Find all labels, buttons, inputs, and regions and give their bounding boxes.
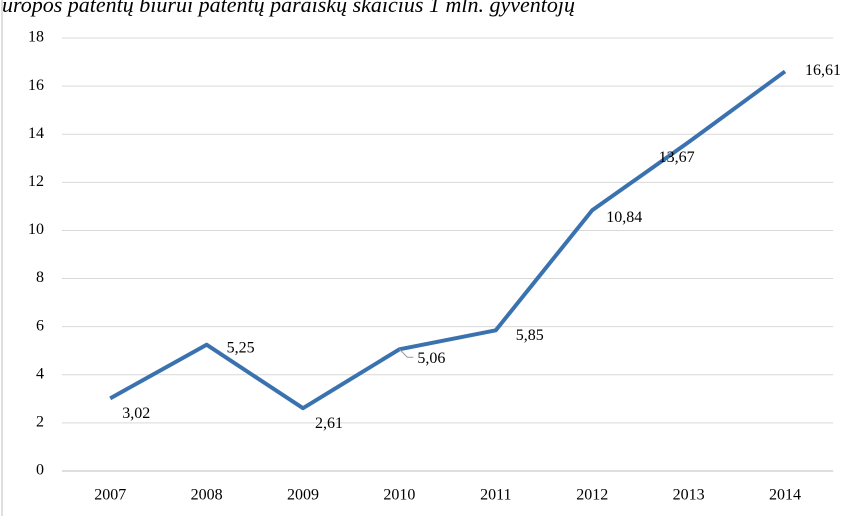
line-series: [109, 69, 787, 411]
y-tick-label: 12: [28, 173, 44, 190]
y-tick-label: 8: [36, 269, 44, 286]
data-label: 5,85: [516, 327, 544, 344]
y-tick-label: 16: [28, 77, 44, 94]
y-tick-label: 14: [28, 125, 44, 142]
x-tick-label: 2011: [480, 487, 511, 504]
leader-line: [399, 348, 414, 358]
x-tick-label: 2012: [576, 487, 608, 504]
x-tick-label: 2014: [769, 487, 801, 504]
data-label: 5,25: [227, 339, 255, 356]
y-tick-label: 2: [36, 414, 44, 431]
y-tick-label: 6: [36, 317, 44, 334]
chart-title: uropos patentų biurui patentų paraiškų s…: [2, 0, 575, 17]
y-tick-label: 18: [28, 29, 44, 46]
y-tick-label: 10: [28, 221, 44, 238]
x-tick-label: 2007: [94, 487, 126, 504]
x-tick-label: 2013: [673, 487, 705, 504]
data-label: 5,06: [417, 350, 445, 367]
data-label: 13,67: [659, 149, 695, 166]
data-label: 2,61: [315, 415, 343, 432]
x-tick-label: 2008: [191, 487, 223, 504]
y-tick-label: 4: [36, 365, 44, 382]
data-label: 16,61: [805, 62, 841, 79]
x-tick-label: 2009: [287, 487, 319, 504]
data-label: 3,02: [122, 405, 150, 422]
y-tick-label: 0: [36, 462, 44, 479]
x-tick-label: 2010: [383, 487, 415, 504]
data-label: 10,84: [606, 209, 642, 226]
